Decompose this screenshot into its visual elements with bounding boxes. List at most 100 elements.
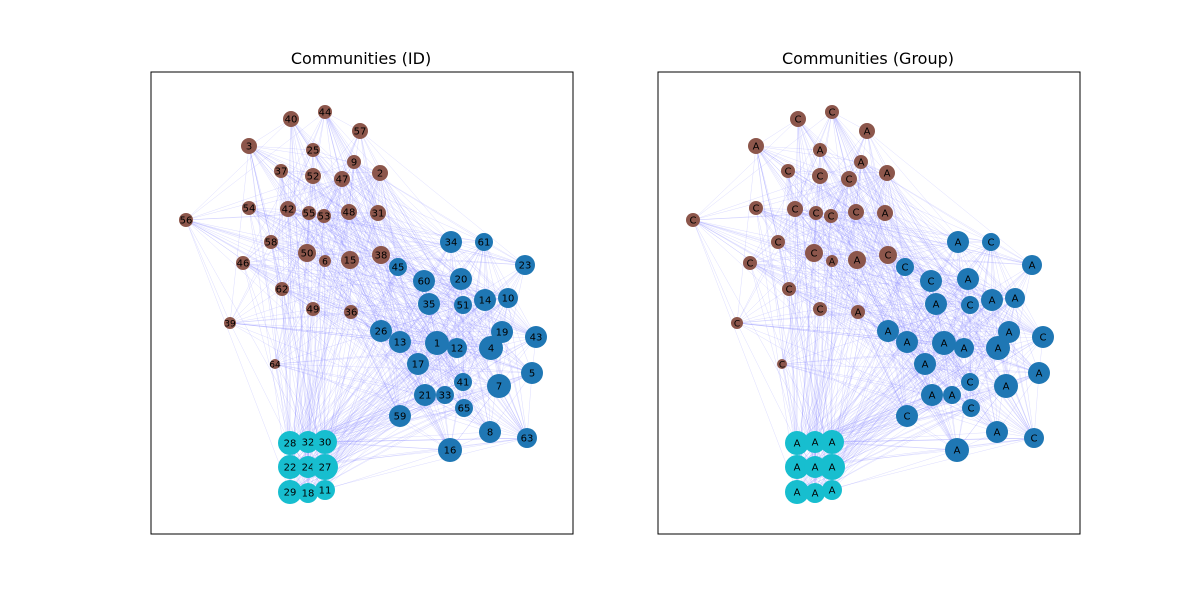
node-label: 19 — [496, 328, 509, 339]
edge — [819, 149, 932, 282]
edge — [349, 241, 452, 261]
edge — [248, 145, 314, 151]
edge — [969, 304, 1044, 338]
node-label: C — [786, 285, 793, 296]
node-marker — [312, 454, 338, 480]
edge — [242, 178, 343, 264]
edge — [957, 241, 1010, 333]
edge — [815, 212, 937, 305]
node-14: A — [981, 289, 1003, 311]
edge — [692, 219, 798, 493]
node-9: A — [854, 155, 868, 169]
node-label: C — [811, 249, 818, 260]
edge — [289, 172, 381, 468]
node-31: A — [877, 205, 893, 221]
node-54: 54 — [242, 201, 256, 215]
node-57: 57 — [352, 123, 368, 139]
node-label: C — [885, 251, 892, 262]
node-label: C — [853, 208, 860, 219]
node-label: 59 — [394, 412, 407, 423]
edge — [248, 145, 272, 243]
node-marker — [820, 430, 844, 454]
edge — [428, 303, 492, 349]
edge — [281, 288, 528, 439]
edge — [289, 341, 401, 444]
edge — [270, 241, 382, 256]
edge — [312, 149, 426, 396]
edge — [924, 363, 1040, 374]
edge — [857, 241, 959, 313]
edge — [359, 130, 401, 343]
node-label: A — [995, 344, 1002, 355]
node-17: 17 — [407, 353, 429, 375]
edge — [248, 207, 382, 256]
edge — [749, 262, 798, 444]
node-61: 61 — [475, 233, 493, 251]
node-marker — [517, 428, 537, 448]
node-marker — [962, 399, 980, 417]
edge — [788, 212, 817, 290]
edge — [781, 170, 789, 365]
node-label: 61 — [478, 238, 491, 249]
edge — [886, 172, 959, 243]
edge — [749, 111, 833, 264]
edge — [755, 207, 857, 213]
node-label: 65 — [458, 404, 471, 415]
edge — [794, 208, 798, 468]
node-label: 36 — [345, 308, 358, 319]
edge — [349, 172, 381, 261]
edge — [379, 172, 464, 306]
edge — [324, 266, 399, 491]
edge — [855, 211, 1016, 299]
edge — [788, 241, 959, 290]
edge — [462, 304, 537, 338]
edge — [819, 254, 889, 310]
node-29: 29 — [278, 480, 302, 504]
edge — [428, 303, 503, 333]
edge — [819, 149, 933, 396]
node-label: A — [994, 428, 1001, 439]
edge — [185, 178, 343, 221]
edge — [797, 118, 889, 332]
node-label: C — [690, 216, 697, 227]
node-20: A — [957, 268, 979, 290]
edge — [777, 172, 888, 243]
edge — [831, 266, 906, 491]
node-17: A — [914, 353, 936, 375]
node-label: 23 — [519, 261, 532, 272]
edge — [813, 212, 886, 254]
edge — [969, 241, 992, 383]
node-label: A — [794, 463, 801, 474]
node-label: C — [734, 320, 740, 330]
edge — [692, 219, 908, 417]
node-label: 51 — [457, 301, 470, 312]
node-label: 2 — [377, 169, 383, 180]
edge — [755, 118, 799, 147]
node-label: C — [904, 412, 911, 423]
edge — [323, 172, 381, 217]
edge — [860, 161, 926, 365]
node-62: 62 — [275, 282, 289, 296]
edge — [307, 130, 361, 468]
node-35: A — [925, 293, 947, 315]
edge — [248, 207, 351, 261]
edge — [248, 145, 426, 396]
edge — [692, 219, 1044, 338]
node-label: 46 — [237, 259, 250, 270]
edge — [348, 211, 399, 268]
node-marker — [957, 268, 979, 290]
edge — [781, 260, 833, 365]
edge — [280, 170, 537, 338]
edge — [287, 208, 509, 299]
node-42: C — [787, 201, 803, 217]
edge — [324, 111, 350, 213]
edge — [185, 118, 292, 221]
edge — [831, 111, 857, 213]
edge — [324, 111, 381, 174]
node-12: A — [954, 338, 974, 358]
node-27: 27 — [312, 454, 338, 480]
node-marker — [809, 206, 823, 220]
edge — [287, 208, 492, 349]
node-63: 63 — [517, 428, 537, 448]
